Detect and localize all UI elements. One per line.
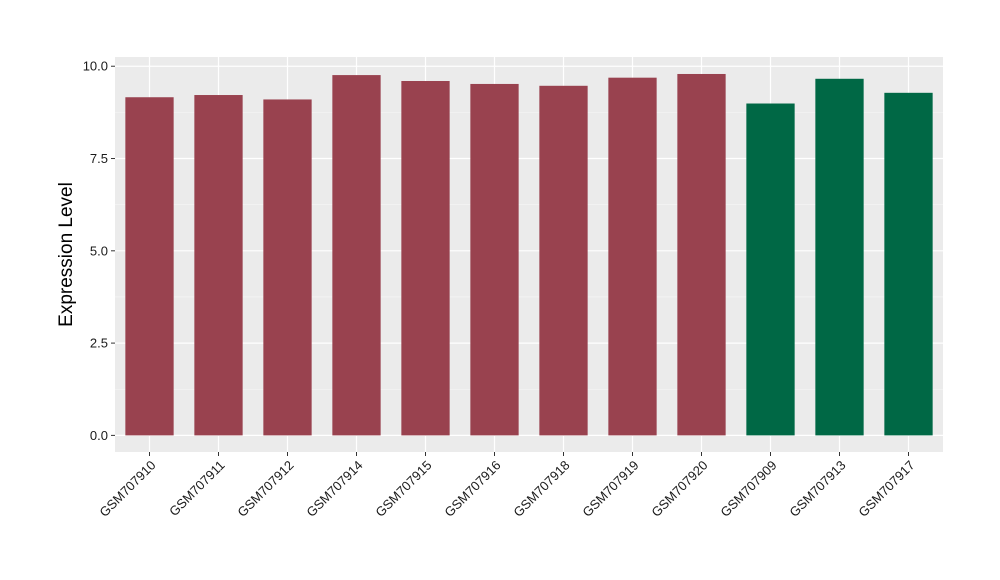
bar-gsm707910 bbox=[125, 97, 174, 436]
bar-gsm707920 bbox=[677, 73, 726, 436]
bar-gsm707919 bbox=[608, 77, 657, 436]
bar-gsm707911 bbox=[194, 95, 243, 436]
bar-gsm707916 bbox=[470, 83, 519, 436]
bar-gsm707913 bbox=[815, 78, 864, 436]
x-tick-label: GSM707910 bbox=[96, 458, 158, 520]
bar-gsm707914 bbox=[332, 75, 381, 436]
x-tick-label: GSM707917 bbox=[855, 458, 917, 520]
x-tick-label: GSM707919 bbox=[579, 458, 641, 520]
x-tick-label: GSM707916 bbox=[441, 458, 503, 520]
x-tick-label: GSM707912 bbox=[234, 458, 296, 520]
bars bbox=[125, 73, 933, 436]
y-tick-label: 7.5 bbox=[90, 151, 108, 166]
x-tick-label: GSM707911 bbox=[166, 458, 228, 520]
x-tick-label: GSM707909 bbox=[717, 458, 779, 520]
y-tick-label: 0.0 bbox=[90, 428, 108, 443]
bar-gsm707918 bbox=[539, 85, 588, 436]
x-tick-label: GSM707920 bbox=[648, 458, 710, 520]
y-tick-label: 5.0 bbox=[90, 243, 108, 258]
x-tick-label: GSM707915 bbox=[372, 458, 434, 520]
y-tick-label: 10.0 bbox=[83, 59, 108, 74]
y-axis: 0.0 2.5 5.0 7.5 10.0 bbox=[83, 59, 115, 443]
bar-gsm707915 bbox=[401, 80, 450, 436]
bar-gsm707912 bbox=[263, 99, 312, 436]
bar-gsm707917 bbox=[884, 92, 933, 436]
x-axis: GSM707910 GSM707911 GSM707912 GSM707914 GSM7… bbox=[96, 452, 918, 520]
x-tick-label: GSM707918 bbox=[510, 458, 572, 520]
x-tick-label: GSM707914 bbox=[303, 458, 365, 520]
bar-gsm707909 bbox=[746, 103, 795, 436]
y-axis-title: Expression Level bbox=[56, 182, 77, 327]
y-tick-label: 2.5 bbox=[90, 336, 108, 351]
x-tick-label: GSM707913 bbox=[786, 458, 848, 520]
plot-panel bbox=[115, 57, 943, 452]
